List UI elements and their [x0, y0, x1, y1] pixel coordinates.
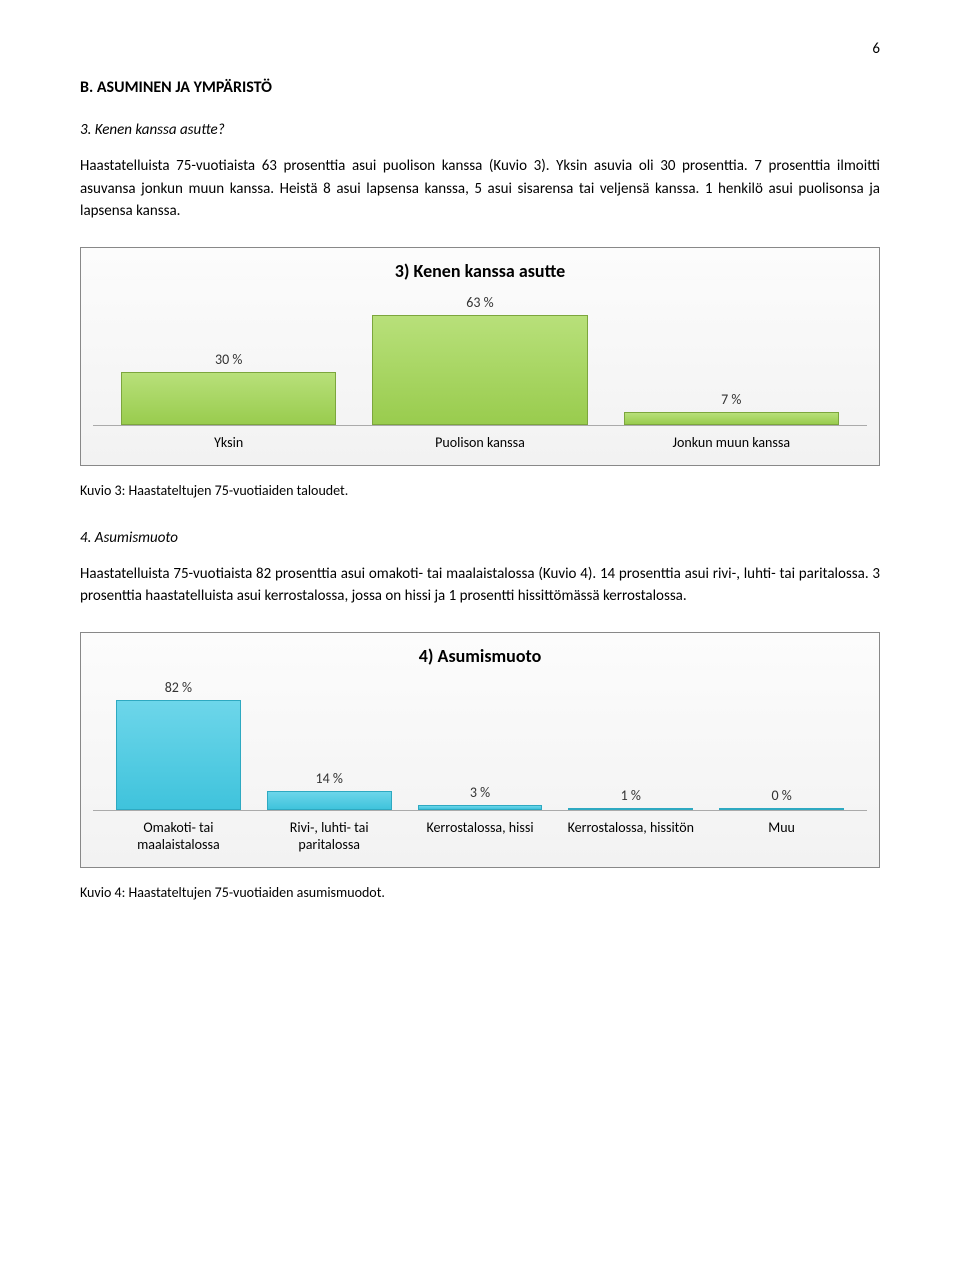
- chart-4-caption: Kuvio 4: Haastateltujen 75-vuotiaiden as…: [80, 884, 880, 901]
- bar-column: 82 %: [103, 679, 254, 810]
- chart-3-frame: 3) Kenen kanssa asutte 30 % 63 % 7 % Yksin…: [80, 247, 880, 466]
- category-label: Rivi-, luhti- tai paritalossa: [254, 819, 405, 853]
- chart-3-title: 3) Kenen kanssa asutte: [81, 248, 879, 286]
- bar: [568, 808, 693, 810]
- bar-column: 14 %: [254, 679, 405, 810]
- chart-4-area: 82 % 14 % 3 % 1 % 0 %: [93, 671, 867, 811]
- category-label: Kerrostalossa, hissitön: [555, 819, 706, 853]
- bar-column: 63 %: [354, 294, 605, 425]
- bar-value-label: 30 %: [215, 351, 242, 368]
- bar-column: 0 %: [706, 679, 857, 810]
- bar-value-label: 0 %: [771, 787, 791, 804]
- bar: [624, 412, 839, 424]
- chart-4-frame: 4) Asumismuoto 82 % 14 % 3 % 1 % 0 % Omakoti…: [80, 632, 880, 868]
- bar-value-label: 14 %: [316, 770, 343, 787]
- bar-column: 30 %: [103, 294, 354, 425]
- subsection-3-text: Haastatelluista 75-vuotiaista 63 prosent…: [80, 155, 880, 223]
- bar: [719, 808, 844, 810]
- bar-column: 1 %: [555, 679, 706, 810]
- bar: [418, 805, 543, 809]
- subsection-4-title: 4. Asumismuoto: [80, 529, 880, 547]
- bar-value-label: 1 %: [621, 787, 641, 804]
- bar: [372, 315, 587, 425]
- category-label: Jonkun muun kanssa: [606, 434, 857, 451]
- bar-value-label: 3 %: [470, 784, 490, 801]
- chart-4-title: 4) Asumismuoto: [81, 633, 879, 671]
- bar-column: 3 %: [405, 679, 556, 810]
- category-label: Omakoti- tai maalaistalossa: [103, 819, 254, 853]
- chart-3-area: 30 % 63 % 7 %: [93, 286, 867, 426]
- section-title: B. ASUMINEN JA YMPÄRISTÖ: [80, 78, 880, 97]
- chart-3-categories: YksinPuolison kanssaJonkun muun kanssa: [93, 426, 867, 465]
- bar-value-label: 82 %: [165, 679, 192, 696]
- subsection-3-title: 3. Kenen kanssa asutte?: [80, 121, 880, 139]
- category-label: Kerrostalossa, hissi: [405, 819, 556, 853]
- bar-value-label: 7 %: [721, 391, 741, 408]
- page-number: 6: [80, 40, 880, 58]
- bar: [116, 700, 241, 810]
- bar: [267, 791, 392, 810]
- bar: [121, 372, 336, 424]
- category-label: Yksin: [103, 434, 354, 451]
- chart-3-caption: Kuvio 3: Haastateltujen 75-vuotiaiden ta…: [80, 482, 880, 499]
- category-label: Puolison kanssa: [354, 434, 605, 451]
- bar-column: 7 %: [606, 294, 857, 425]
- chart-4-categories: Omakoti- tai maalaistalossaRivi-, luhti-…: [93, 811, 867, 867]
- bar-value-label: 63 %: [466, 294, 493, 311]
- category-label: Muu: [706, 819, 857, 853]
- subsection-4-text: Haastatelluista 75-vuotiaista 82 prosent…: [80, 563, 880, 608]
